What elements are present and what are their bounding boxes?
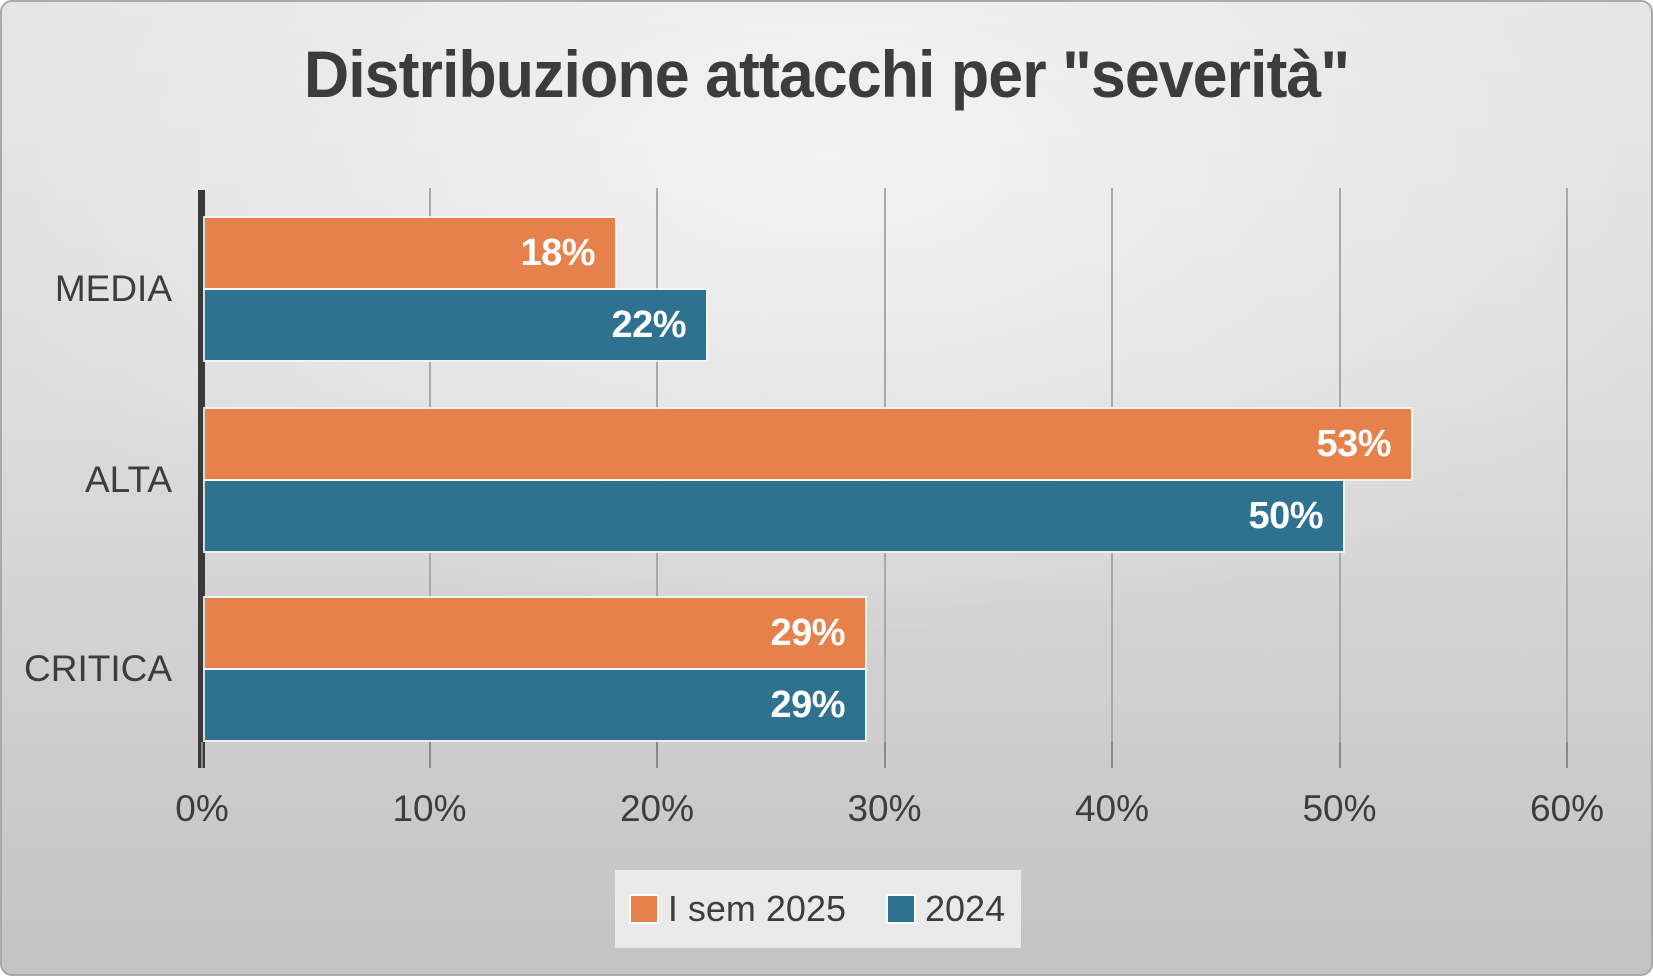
x-axis-tick [1338, 742, 1341, 768]
x-axis-tick [1566, 742, 1568, 768]
x-axis-label: 30% [847, 788, 922, 829]
x-axis-tick [883, 742, 886, 768]
x-axis-tick [1111, 742, 1113, 768]
bar-media-2024: 22% [205, 290, 706, 360]
bar-value-label: 22% [611, 304, 686, 346]
legend-swatch [630, 896, 657, 922]
x-axis-label: 20% [619, 788, 695, 829]
legend: I sem 2025 2024 [615, 870, 1021, 948]
legend-item: I sem 2025 [630, 888, 846, 930]
category-label-critica: CRITICA [24, 648, 172, 689]
legend-label: I sem 2025 [667, 888, 846, 929]
bar-value-label: 18% [520, 232, 595, 274]
legend-label: 2024 [925, 888, 1006, 929]
legend-item: 2024 [888, 888, 1005, 930]
bar-value-label: 29% [770, 684, 845, 726]
legend-swatch [888, 896, 914, 922]
x-axis-label: 50% [1302, 788, 1377, 829]
bar-alta-i-sem-2025: 53% [205, 409, 1411, 479]
bar-value-label: 53% [1316, 423, 1391, 465]
category-label-media: MEDIA [54, 268, 172, 309]
bar-alta-2024: 50% [205, 481, 1343, 551]
x-axis-tick [428, 742, 431, 768]
x-axis-label: 10% [392, 788, 467, 829]
chart-title: Distribuzione attacchi per "severità" [303, 37, 1350, 111]
x-axis-tick [201, 742, 203, 768]
bar-media-i-sem-2025: 18% [205, 218, 615, 288]
x-axis-label: 40% [1074, 788, 1150, 829]
bar-value-label: 50% [1248, 495, 1323, 537]
x-axis-tick [656, 742, 658, 768]
x-axis-label: 0% [175, 788, 229, 829]
y-axis-line [198, 190, 205, 768]
x-axis-label: 60% [1529, 788, 1605, 829]
bar-critica-i-sem-2025: 29% [205, 598, 865, 668]
bar-value-label: 29% [770, 612, 845, 654]
gridline [1566, 188, 1568, 742]
category-label-alta: ALTA [84, 459, 172, 500]
bar-critica-2024: 29% [205, 670, 865, 740]
